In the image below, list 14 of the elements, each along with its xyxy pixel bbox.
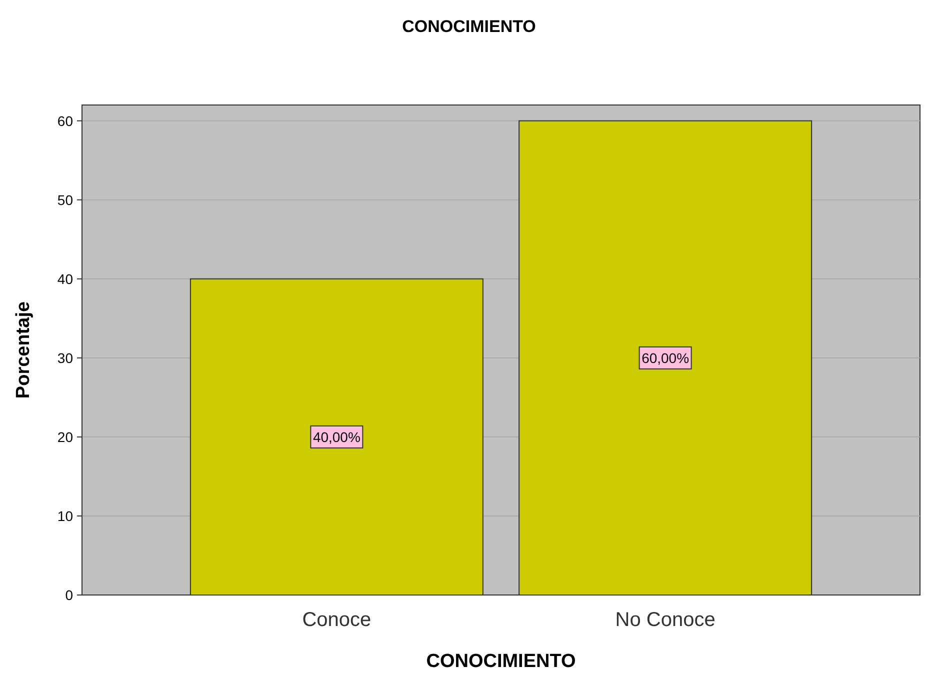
y-tick-label: 10 <box>57 508 74 524</box>
y-tick-label: 0 <box>65 587 74 603</box>
y-tick-label: 50 <box>57 192 74 208</box>
x-tick-label: No Conoce <box>615 609 716 631</box>
y-tick-label: 30 <box>57 350 74 366</box>
data-label: 40,00% <box>312 428 360 445</box>
chart-title: CONOCIMIENTO <box>402 17 536 36</box>
y-axis-title: Porcentaje <box>13 301 34 399</box>
y-tick-label: 40 <box>57 270 74 287</box>
x-axis-title: CONOCIMIENTO <box>426 651 576 672</box>
x-tick-label: Conoce <box>302 609 372 631</box>
y-tick-label: 20 <box>57 428 74 445</box>
data-label: 60,00% <box>642 350 690 366</box>
y-tick-label: 60 <box>57 112 74 129</box>
